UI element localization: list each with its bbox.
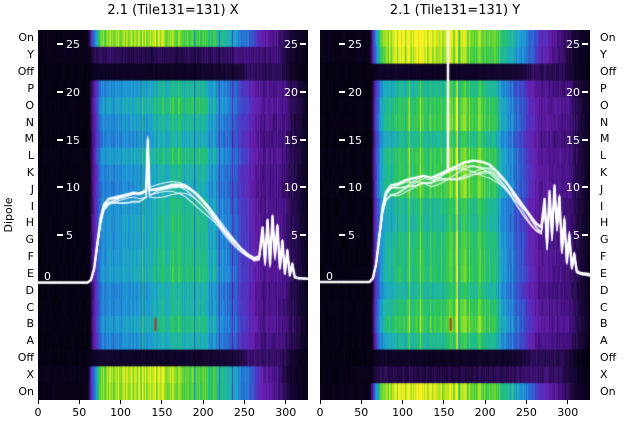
row-label: O [600,98,609,112]
row-labels-left: On Y Off P O N M L K J I H G F E D C B A Off X On [4,30,34,400]
row-label: F [27,250,34,264]
row-label: D [25,283,34,297]
x-tick-label: 250 [515,406,537,419]
row-label: H [600,216,609,230]
x-axis-x-panel: 0 50 100 150 200 250 300 [35,400,308,428]
row-label: G [25,233,34,247]
row-label: L [27,149,34,163]
row-label: M [24,132,35,146]
row-label: K [26,165,34,179]
heatmap-x-canvas [38,30,308,400]
row-label: On [18,384,34,398]
x-tick-mark [37,400,39,404]
x-tick-mark [243,400,245,404]
row-label: P [600,81,607,95]
x-tick-label: 200 [192,406,214,419]
row-label: O [25,98,34,112]
x-tick-mark [120,400,122,404]
x-tick-mark [285,400,287,404]
x-tick-label: 0 [316,406,324,419]
row-label: Off [17,350,34,364]
x-tick-mark [78,400,80,404]
heatmap-panel-x: 25 25 20 20 15 15 10 10 5 5 0 [38,30,308,400]
row-label: E [600,266,607,280]
x-tick-mark [161,400,163,404]
row-label: G [600,233,609,247]
row-label: J [30,182,34,196]
x-tick-label: 0 [34,406,42,419]
x-tick-label: 100 [392,406,414,419]
x-tick-mark [202,400,204,404]
row-label: X [600,367,608,381]
row-label: C [600,300,608,314]
x-tick-label: 150 [433,406,455,419]
row-label: J [600,182,604,196]
x-tick-mark [360,400,362,404]
row-label: F [600,250,607,264]
x-tick-mark [402,400,404,404]
row-label: On [600,384,616,398]
row-label: M [600,132,610,146]
heatmap-panel-y: 25 25 20 20 15 15 10 10 5 5 0 [320,30,590,400]
x-tick-label: 300 [557,406,579,419]
heatmap-y-canvas [320,30,590,400]
row-label: Off [600,65,617,79]
x-tick-label: 200 [474,406,496,419]
row-label: X [26,367,34,381]
row-label: H [25,216,34,230]
row-label: On [600,31,616,45]
row-label: I [30,199,34,213]
panel-title-x: 2.1 (Tile131=131) X [107,3,239,18]
row-label: B [26,317,34,331]
x-tick-mark [319,400,321,404]
row-labels-right: On Y Off P O N M L K J I H G F E D C B A Off X On [600,30,638,400]
row-label: P [27,81,34,95]
row-label: D [600,283,609,297]
x-tick-label: 250 [233,406,255,419]
panel-title-y: 2.1 (Tile131=131) Y [389,3,521,18]
x-tick-label: 150 [151,406,173,419]
row-label: N [25,115,34,129]
row-label: Y [27,48,34,62]
x-tick-label: 50 [354,406,369,419]
row-label: L [600,149,607,163]
row-label: N [600,115,609,129]
x-tick-label: 50 [72,406,87,419]
x-axis-y-panel: 0 50 100 150 200 250 300 [317,400,590,428]
x-tick-mark [443,400,445,404]
x-tick-label: 300 [275,406,297,419]
row-label: E [27,266,34,280]
row-label: Y [600,48,607,62]
row-label: B [600,317,608,331]
row-label: A [26,334,34,348]
row-label: On [18,31,34,45]
x-tick-mark [567,400,569,404]
row-label: C [26,300,34,314]
row-label: Off [17,65,34,79]
x-tick-mark [484,400,486,404]
x-tick-mark [525,400,527,404]
row-label: I [600,199,604,213]
row-label: Off [600,350,617,364]
x-tick-label: 100 [110,406,132,419]
row-label: A [600,334,608,348]
row-label: K [600,165,608,179]
